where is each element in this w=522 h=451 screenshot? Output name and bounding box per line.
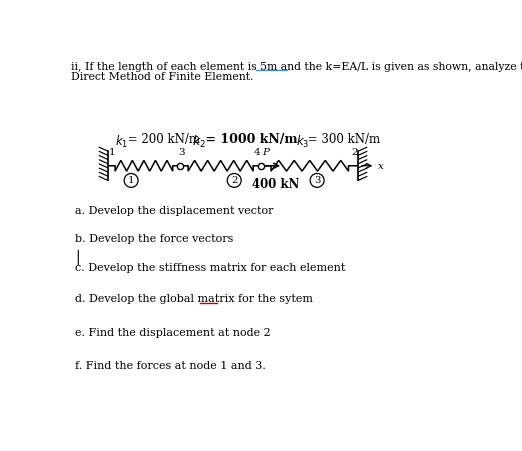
- Text: d. Develop the global matrix for the sytem: d. Develop the global matrix for the syt…: [75, 295, 313, 304]
- Text: b. Develop the force vectors: b. Develop the force vectors: [75, 234, 234, 244]
- Text: a. Develop the displacement vector: a. Develop the displacement vector: [75, 206, 274, 216]
- Text: 1: 1: [128, 176, 134, 185]
- Text: = 300 kN/m: = 300 kN/m: [304, 133, 380, 147]
- Text: 3: 3: [178, 148, 185, 157]
- Text: = 1000 kN/m: = 1000 kN/m: [201, 133, 298, 147]
- Text: Direct Method of Finite Element.: Direct Method of Finite Element.: [72, 72, 254, 82]
- Text: |: |: [75, 250, 80, 266]
- Text: $k_3$: $k_3$: [296, 133, 310, 150]
- Text: f. Find the forces at node 1 and 3.: f. Find the forces at node 1 and 3.: [75, 361, 266, 371]
- Text: 400 kN: 400 kN: [252, 178, 299, 191]
- Text: 2: 2: [352, 148, 359, 157]
- Text: $k_2$: $k_2$: [192, 133, 206, 150]
- Text: = 200 kN/m: = 200 kN/m: [124, 133, 200, 147]
- Text: e. Find the displacement at node 2: e. Find the displacement at node 2: [75, 328, 271, 338]
- Text: P: P: [262, 148, 269, 157]
- Text: c. Develop the stiffness matrix for each element: c. Develop the stiffness matrix for each…: [75, 263, 346, 273]
- Text: 2: 2: [231, 176, 238, 185]
- Text: x: x: [377, 162, 384, 171]
- Text: 3: 3: [314, 176, 321, 185]
- Text: $k_1$: $k_1$: [115, 133, 128, 150]
- Text: 1: 1: [109, 148, 115, 157]
- Text: ii, If the length of each element is 5m and the k=EA/L is given as shown, analyz: ii, If the length of each element is 5m …: [72, 62, 522, 72]
- Text: 4: 4: [254, 148, 261, 157]
